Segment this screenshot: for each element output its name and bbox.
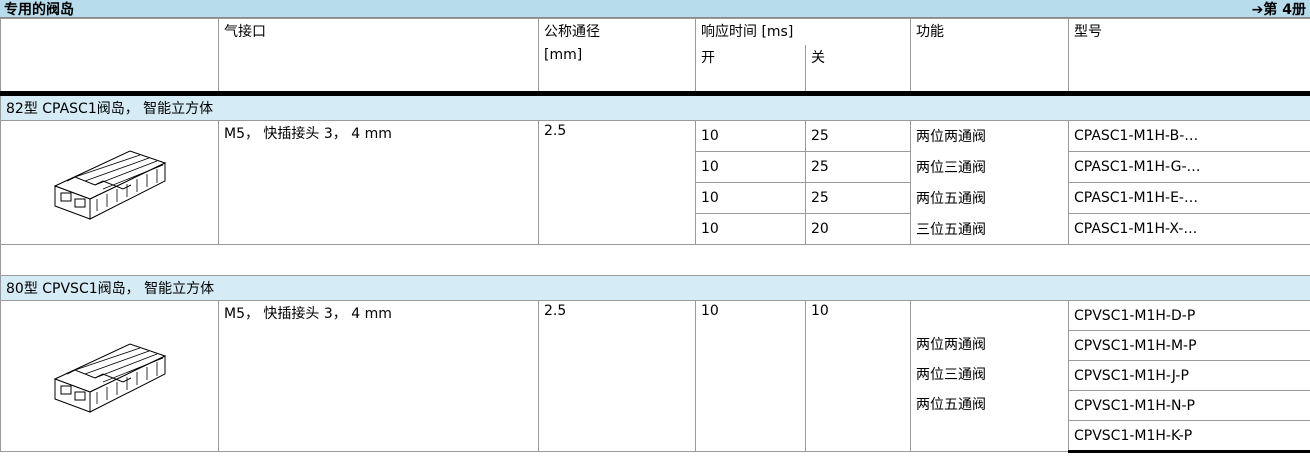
table-cell: CPVSC1-M1H-K-P xyxy=(1068,420,1310,453)
header-text: 公称通径 xyxy=(544,24,600,40)
volume-link[interactable]: ➔第 4册 xyxy=(1251,1,1306,18)
table-row: 10 20 三位五通阀 CPASC1-M1H-X-… xyxy=(1,213,1310,245)
table-row: 10 25 两位三通阀 CPASC1-M1H-G-… xyxy=(1,151,1310,183)
table-cell: 2.5 xyxy=(538,120,696,245)
table-cell: 2.5 xyxy=(538,300,696,452)
table-cell: 10 xyxy=(695,151,806,183)
table-row: 80型 CPVSC1阀岛， 智能立方体 xyxy=(0,275,1310,301)
header-cell: 开 xyxy=(695,45,806,96)
table-cell: CPASC1-M1H-X-… xyxy=(1068,213,1310,245)
table-cell: 10 xyxy=(695,182,806,214)
header-cell: 气接口 xyxy=(218,18,539,96)
table-row: 82型 CPASC1阀岛， 智能立方体 xyxy=(0,93,1310,121)
table-cell xyxy=(0,300,219,452)
table-cell: 两位两通阀两位三通阀两位五通阀 xyxy=(910,300,1069,452)
table-row: M5， 快插接头 3， 4 mm 2.5 10 25 两位两通阀 CPASC1-M1H-B… xyxy=(0,120,1310,245)
table-cell: 80型 CPVSC1阀岛， 智能立方体 xyxy=(0,275,1310,301)
function-text: 两位两通阀 xyxy=(916,337,986,353)
table-row: CPVSC1-M1H-M-P xyxy=(1,330,1310,361)
table-cell: 两位五通阀 xyxy=(910,182,1069,214)
table-row: CPVSC1-M1H-J-P xyxy=(1,360,1310,391)
table-cell: 10 xyxy=(695,213,806,245)
table-cell: 25 xyxy=(805,151,911,183)
table-cell: CPASC1-M1H-E-… xyxy=(1068,182,1310,214)
function-text: 两位三通阀 xyxy=(916,367,986,383)
title: 专用的阀岛 xyxy=(4,1,74,18)
title-bar: 专用的阀岛 ➔第 4册 xyxy=(0,0,1310,18)
header-cell: 公称通径 [mm] xyxy=(538,18,696,96)
table-cell xyxy=(0,244,1310,276)
table-cell: M5， 快插接头 3， 4 mm xyxy=(218,120,539,245)
header-cell: 关 xyxy=(805,45,911,96)
table-cell: 10 xyxy=(695,300,806,452)
table-row: 10 25 两位五通阀 CPASC1-M1H-E-… xyxy=(1,182,1310,214)
table-cell: 25 xyxy=(805,120,911,152)
table-cell: 10 xyxy=(695,120,806,152)
valve-island-image xyxy=(53,343,166,413)
header-unit: [mm] xyxy=(544,47,583,63)
table-cell: 25 xyxy=(805,182,911,214)
table-cell: CPVSC1-M1H-N-P xyxy=(1068,390,1310,421)
header-cell: 型号 xyxy=(1068,18,1310,96)
valve-table: 气接口 公称通径 [mm] 响应时间 [ms] 功能 型号 开 关 82型 CPA… xyxy=(0,18,1310,453)
table-row: CPVSC1-M1H-N-P xyxy=(1,390,1310,421)
table-cell: M5， 快插接头 3， 4 mm xyxy=(218,300,539,452)
table-cell: 两位两通阀 xyxy=(910,120,1069,152)
header-cell: 功能 xyxy=(910,18,1069,96)
table-cell xyxy=(0,120,219,245)
header-row: 开 关 xyxy=(1,45,1310,96)
table-cell: 两位三通阀 xyxy=(910,151,1069,183)
table-cell: 三位五通阀 xyxy=(910,213,1069,245)
header-cell: 响应时间 [ms] xyxy=(695,18,911,45)
header-cell xyxy=(0,18,219,96)
function-text: 两位五通阀 xyxy=(916,397,986,413)
table-cell: 20 xyxy=(805,213,911,245)
table-cell: CPASC1-M1H-G-… xyxy=(1068,151,1310,183)
table-cell: CPVSC1-M1H-M-P xyxy=(1068,330,1310,361)
table-row: CPVSC1-M1H-K-P xyxy=(1,420,1310,453)
table-row: M5， 快插接头 3， 4 mm 2.5 10 10 两位两通阀 两位三通阀 两位五通阀 CP… xyxy=(0,300,1310,452)
table-cell: 10 xyxy=(805,300,911,452)
table-cell: CPVSC1-M1H-D-P xyxy=(1068,300,1310,331)
table-row xyxy=(0,244,1310,276)
table-cell: CPASC1-M1H-B-… xyxy=(1068,120,1310,152)
header-row: 气接口 公称通径 [mm] 响应时间 [ms] 功能 型号 xyxy=(0,18,1310,96)
valve-island-image xyxy=(53,149,166,220)
table-cell: 82型 CPASC1阀岛， 智能立方体 xyxy=(0,93,1310,121)
table-cell: CPVSC1-M1H-J-P xyxy=(1068,360,1310,391)
